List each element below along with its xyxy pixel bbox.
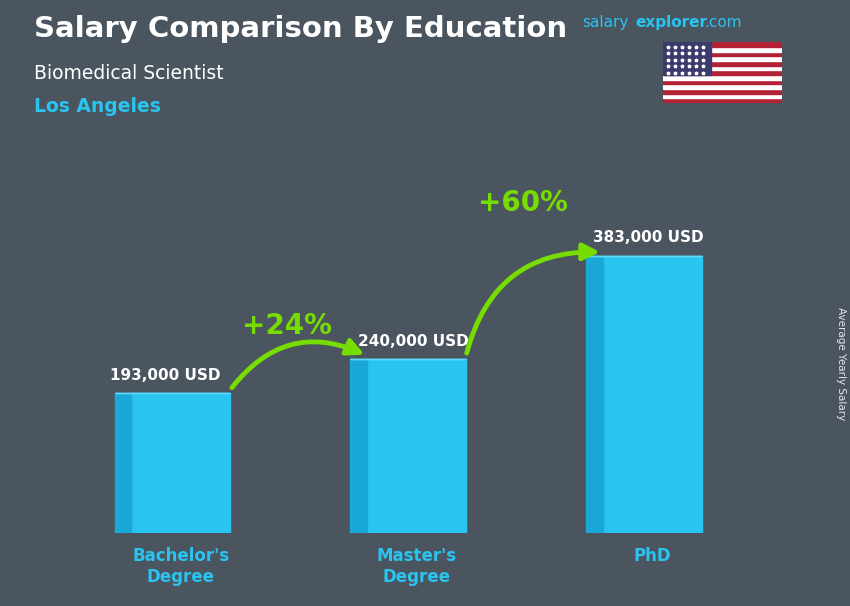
Text: 383,000 USD: 383,000 USD [593,230,704,245]
Polygon shape [586,256,603,533]
Bar [663,52,782,56]
Text: 193,000 USD: 193,000 USD [110,368,220,382]
Polygon shape [350,359,367,533]
Bar [663,65,782,70]
Text: Average Yearly Salary: Average Yearly Salary [836,307,846,420]
Polygon shape [131,393,230,533]
Bar [663,56,782,61]
Text: +24%: +24% [242,312,332,340]
Bar [663,89,782,94]
Bar [663,84,782,89]
Bar [663,98,782,103]
Text: 240,000 USD: 240,000 USD [358,333,468,348]
Bar [663,94,782,98]
Bar [663,70,782,75]
Bar [663,42,711,75]
Bar [663,47,782,52]
Text: Salary Comparison By Education: Salary Comparison By Education [34,15,567,43]
Bar [663,80,782,84]
Bar [663,42,782,47]
Text: Los Angeles: Los Angeles [34,97,161,116]
Text: +60%: +60% [478,189,568,218]
Bar [663,61,782,65]
Text: Biomedical Scientist: Biomedical Scientist [34,64,224,82]
Polygon shape [603,256,702,533]
Polygon shape [367,359,466,533]
Bar [663,75,782,80]
Text: salary: salary [582,15,629,30]
Text: .com: .com [705,15,742,30]
Polygon shape [115,393,131,533]
Text: explorer: explorer [635,15,707,30]
